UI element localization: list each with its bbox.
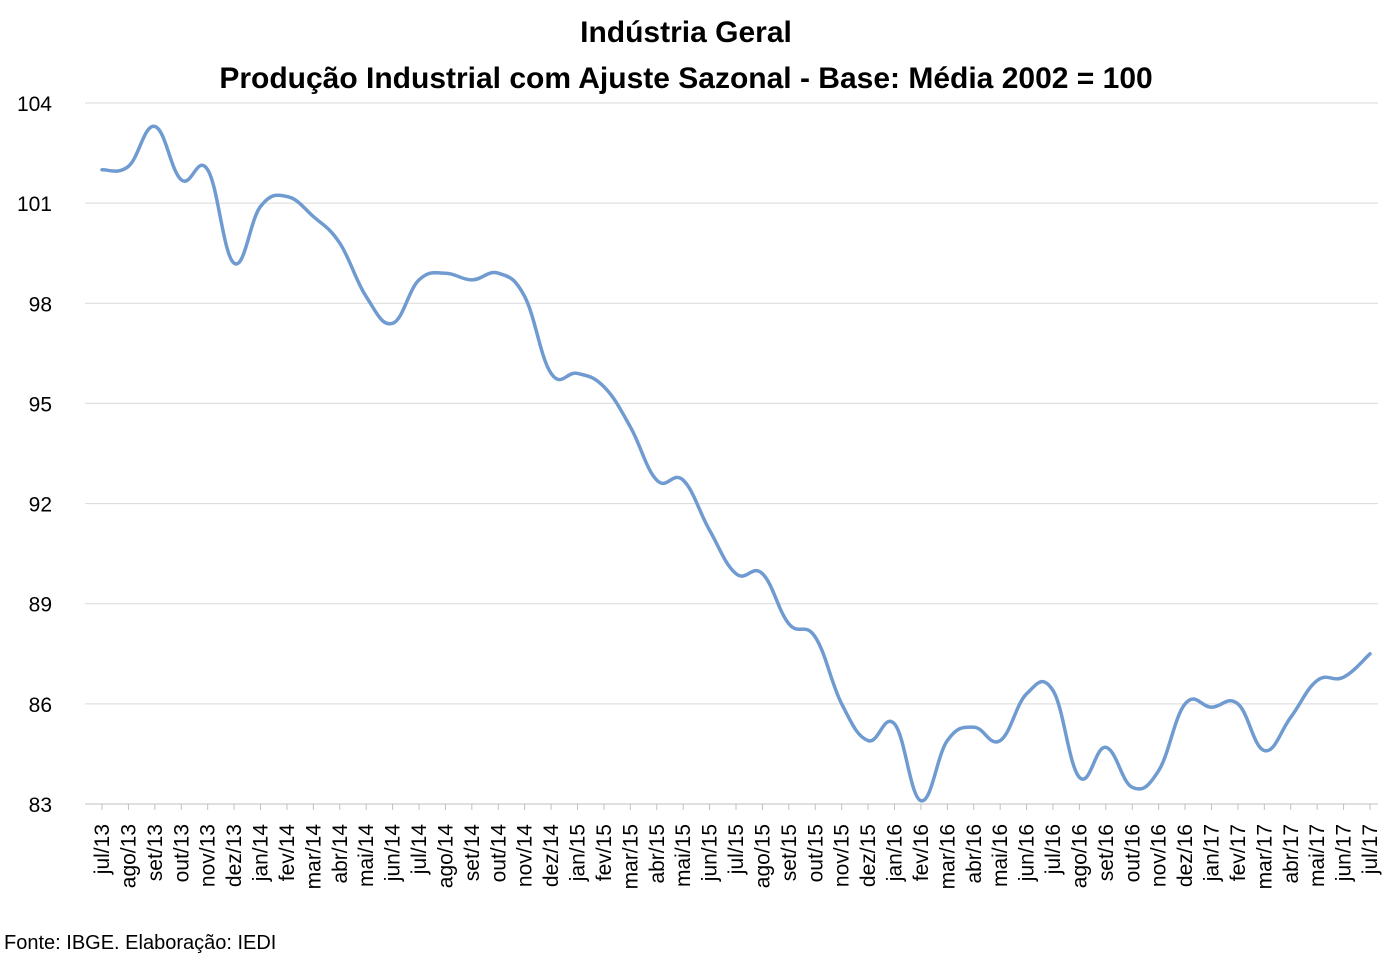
y-tick-label: 83: [29, 794, 52, 817]
x-tick-label: nov/13: [197, 824, 220, 887]
series-layer: [100, 124, 1372, 803]
x-tick-label: jan/17: [1201, 824, 1224, 882]
series-line: [100, 124, 1372, 803]
source-note: Fonte: IBGE. Elaboração: IEDI: [4, 932, 277, 954]
x-tick-label: fev/17: [1227, 824, 1250, 881]
x-tick-label: ago/14: [434, 824, 457, 889]
x-tick-label: out/15: [804, 824, 827, 882]
x-tick-label: jun/16: [1016, 824, 1039, 882]
x-axis-ticks: jul/13 ago/13 set/13 out/13 nov/13 dez/13 jan/…: [91, 804, 1382, 889]
y-tick-label: 86: [29, 694, 52, 717]
x-tick-label: dez/16: [1174, 824, 1197, 887]
x-tick-label: dez/14: [540, 824, 563, 887]
x-tick-label: nov/15: [831, 824, 854, 887]
x-tick-label: fev/14: [276, 824, 299, 882]
x-tick-label: out/13: [170, 824, 193, 882]
x-tick-label: set/14: [461, 824, 484, 882]
x-tick-label: jul/16: [1042, 824, 1065, 875]
x-tick-label: mar/17: [1253, 824, 1276, 889]
x-tick-label: nov/14: [514, 824, 537, 887]
x-tick-label: mai/16: [989, 824, 1012, 887]
x-tick-label: mar/16: [936, 824, 959, 889]
x-tick-label: jan/14: [250, 824, 273, 883]
x-tick-label: dez/13: [223, 824, 246, 887]
x-tick-label: set/13: [144, 824, 167, 881]
y-axis-ticks: 83 86 89 92 95 98 101 104: [17, 93, 52, 817]
x-tick-label: set/16: [1095, 824, 1118, 881]
x-tick-label: ago/16: [1068, 824, 1091, 888]
x-tick-label: mai/15: [672, 824, 695, 887]
x-tick-label: abr/17: [1280, 824, 1303, 884]
x-tick-label: jun/14: [382, 824, 405, 883]
x-tick-label: jul/15: [725, 824, 748, 875]
x-tick-label: set/15: [778, 824, 801, 881]
x-tick-label: jan/15: [567, 824, 590, 882]
x-tick-label: out/16: [1121, 824, 1144, 882]
x-tick-label: jan/16: [884, 824, 907, 882]
chart-title: Indústria Geral: [580, 16, 792, 49]
y-tick-label: 95: [29, 393, 52, 416]
x-tick-label: jul/13: [91, 824, 114, 875]
line-chart: Indústria Geral Produção Industrial com …: [17, 16, 1382, 889]
x-tick-label: abr/14: [329, 824, 352, 884]
y-tick-label: 98: [29, 293, 52, 316]
x-tick-label: jun/17: [1333, 824, 1356, 882]
x-tick-label: jul/14: [408, 824, 431, 876]
x-tick-label: jun/15: [699, 824, 722, 882]
x-tick-label: mai/14: [355, 824, 378, 887]
x-tick-label: abr/16: [963, 824, 986, 884]
x-tick-label: nov/16: [1148, 824, 1171, 887]
x-tick-label: abr/15: [646, 824, 669, 884]
x-tick-label: mar/14: [302, 824, 325, 890]
gridlines: [85, 102, 1378, 805]
y-tick-label: 104: [17, 93, 52, 116]
x-tick-label: mar/15: [619, 824, 642, 889]
x-tick-label: jul/17: [1359, 824, 1382, 875]
y-tick-label: 101: [17, 193, 52, 216]
x-tick-label: ago/15: [751, 824, 774, 888]
y-tick-label: 92: [29, 494, 52, 517]
x-tick-label: out/14: [487, 824, 510, 883]
x-tick-label: mai/17: [1306, 824, 1329, 887]
x-tick-label: dez/15: [857, 824, 880, 887]
x-tick-label: fev/15: [593, 824, 616, 881]
y-tick-label: 89: [29, 594, 52, 617]
x-tick-label: ago/13: [117, 824, 140, 888]
chart-subtitle: Produção Industrial com Ajuste Sazonal -…: [219, 62, 1152, 95]
x-tick-label: fev/16: [910, 824, 933, 881]
